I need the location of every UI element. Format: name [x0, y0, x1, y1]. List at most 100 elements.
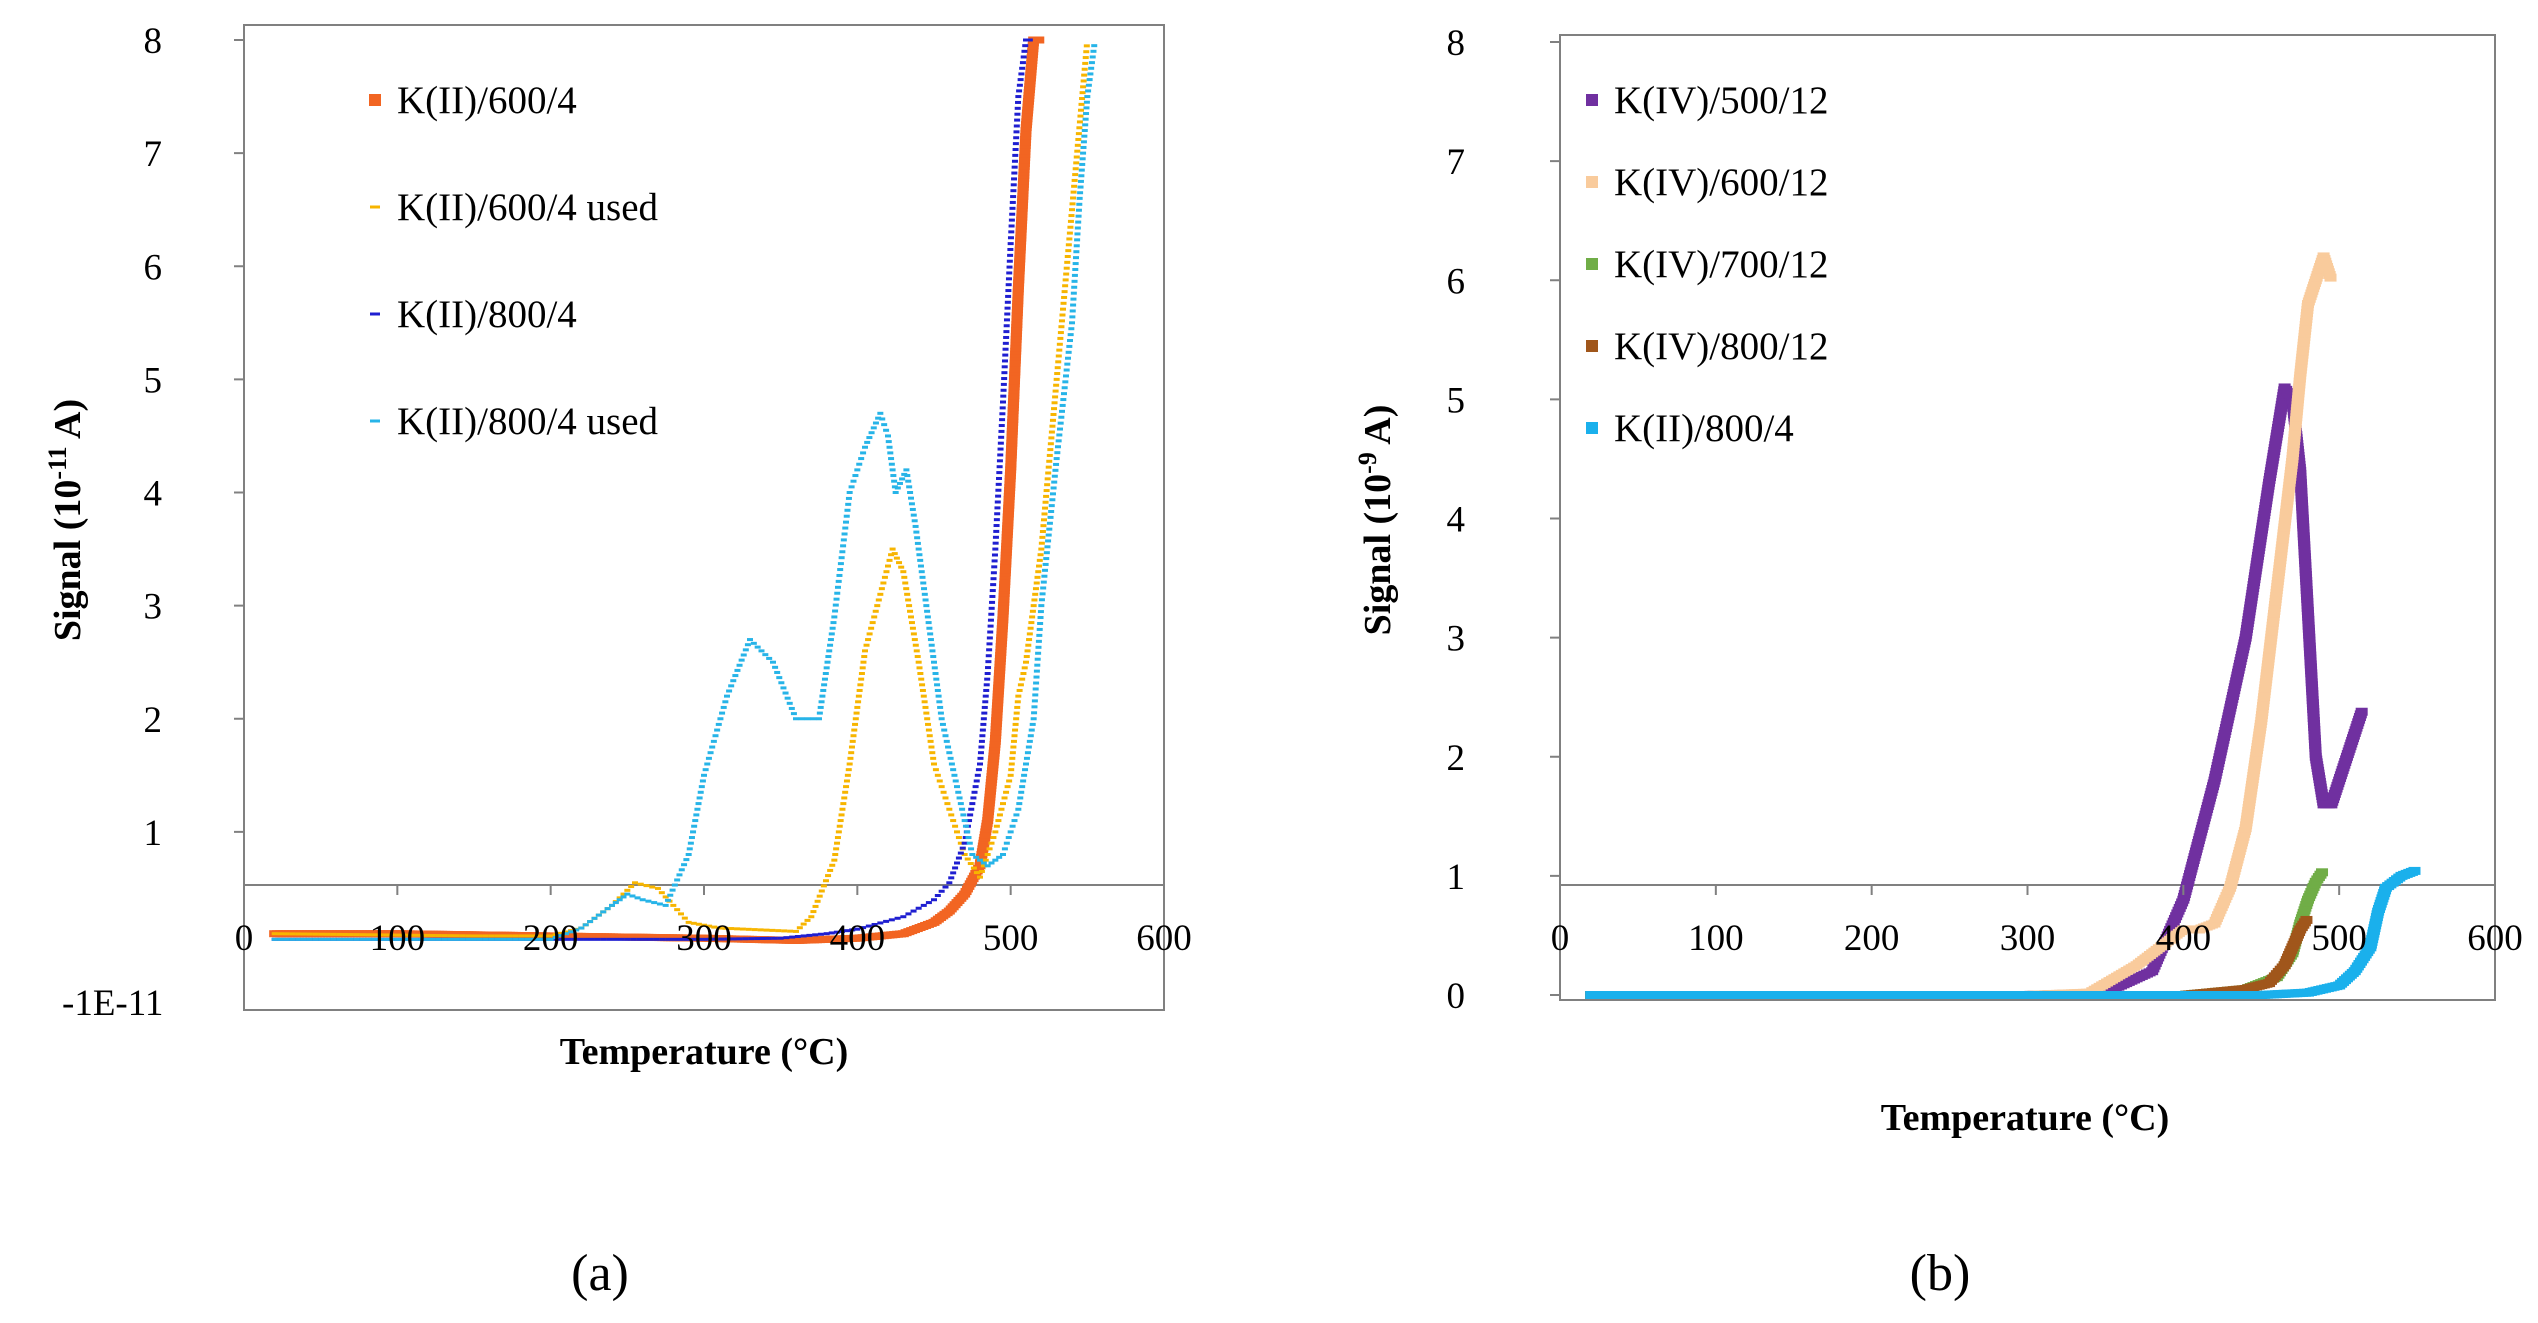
point-a-k-ii-800-4-used-28-2 [1003, 841, 1010, 845]
point-a-k-ii-800-4-used-32-1 [1054, 451, 1061, 455]
point-a-k-ii-600-4-used-19-2 [950, 819, 957, 823]
point-a-k-ii-800-4-used-0-8 [318, 937, 325, 941]
point-a-k-ii-800-4-used-1-7 [512, 937, 519, 941]
point-a-k-ii-800-4-used-35-5 [1088, 66, 1095, 70]
point-a-k-ii-800-4-used-0-29 [441, 937, 448, 941]
point-a-k-ii-800-4-11-2 [977, 751, 984, 755]
point-a-k-ii-800-4-4-1 [783, 936, 790, 940]
point-a-k-ii-800-4-used-1-4 [494, 937, 501, 941]
point-a-k-ii-600-4-used-15-3 [896, 561, 903, 565]
point-a-k-ii-800-4-3-5 [730, 937, 737, 941]
point-a-k-ii-800-4-2-5 [577, 937, 584, 941]
point-a-k-ii-800-4-11-1 [977, 756, 984, 760]
point-a-k-ii-800-4-used-23-12 [932, 672, 939, 675]
point-a-k-ii-600-4-used-23-12 [1014, 705, 1021, 709]
point-a-k-ii-600-4-used-27-24 [1066, 237, 1073, 241]
point-a-k-ii-800-4-used-25-11 [968, 847, 975, 851]
point-a-k-ii-800-4-13-18 [997, 441, 1004, 445]
point-a-k-ii-800-4-used-10-5 [734, 668, 741, 672]
point-a-k-ii-800-4-3-4 [724, 937, 731, 941]
x-tick-label-a-400: 400 [830, 918, 886, 959]
point-a-k-ii-800-4-used-22-1 [913, 530, 920, 534]
point-a-k-ii-800-4-13-1 [992, 541, 999, 545]
point-a-k-ii-800-4-used-33-6 [1071, 285, 1078, 289]
point-a-k-ii-800-4-12-14 [989, 589, 996, 593]
point-a-k-ii-800-4-used-24-3 [942, 734, 949, 738]
point-a-k-ii-600-4-used-19-4 [954, 830, 960, 834]
point-a-k-ii-800-4-used-25-10 [966, 841, 973, 845]
point-a-k-ii-800-4-15-23 [1014, 106, 1021, 110]
point-a-k-ii-800-4-used-33-14 [1074, 238, 1081, 242]
point-a-k-ii-800-4-used-5-2 [634, 896, 641, 900]
point-a-k-ii-600-4-used-13-9 [875, 598, 882, 602]
point-a-k-ii-800-4-used-30-17 [1037, 616, 1044, 620]
point-a-k-ii-600-4-used-16-13 [912, 643, 919, 647]
point-a-k-ii-800-4-6-4 [877, 921, 884, 925]
point-a-k-ii-800-4-13-9 [995, 494, 1002, 498]
point-a-k-ii-800-4-used-21-1 [904, 474, 911, 478]
point-a-k-ii-800-4-used-16-0 [846, 491, 853, 494]
point-a-k-ii-800-4-13-19 [998, 435, 1005, 439]
point-a-k-ii-800-4-used-30-13 [1035, 639, 1042, 643]
point-a-k-ii-600-4-used-28-15 [1076, 120, 1083, 124]
point-a-k-ii-800-4-used-30-6 [1033, 681, 1040, 685]
point-a-k-ii-800-4-used-35-6 [1088, 61, 1095, 65]
point-a-k-ii-600-4-used-26-28 [1053, 383, 1060, 387]
point-a-k-ii-800-4-used-33-9 [1072, 267, 1079, 271]
point-a-k-ii-800-4-15-7 [1009, 200, 1016, 204]
point-a-k-ii-800-4-8-0 [931, 898, 937, 902]
y-tick-label-b-3: 3 [1447, 619, 1466, 660]
point-a-k-ii-800-4-used-32-9 [1059, 403, 1066, 407]
y-tick-label-b-7: 7 [1447, 142, 1466, 183]
point-a-k-ii-800-4-used-21-6 [908, 502, 915, 506]
point-a-k-ii-600-4-used-12-8 [852, 717, 859, 721]
point-a-k-ii-800-4-14-26 [1007, 247, 1014, 251]
point-a-k-ii-600-4-used-13-0 [862, 649, 868, 653]
point-a-k-ii-600-4-used-22-5 [1000, 802, 1006, 806]
point-a-k-ii-800-4-12-2 [985, 660, 992, 664]
point-a-k-ii-800-4-used-21-3 [906, 485, 913, 489]
point-a-k-ii-800-4-used-29-5 [1020, 779, 1027, 783]
point-a-k-ii-800-4-5-3 [839, 929, 845, 933]
point-a-k-ii-600-4-used-1-3 [488, 934, 495, 938]
point-a-k-ii-600-4-used-25-4 [1026, 638, 1033, 642]
point-a-k-ii-600-4-used-23-11 [1013, 711, 1020, 715]
point-a-k-ii-800-4-15-19 [1013, 130, 1020, 134]
point-a-k-ii-800-4-used-21-5 [908, 496, 914, 500]
point-a-k-ii-800-4-13-20 [998, 429, 1005, 433]
legend-label-b-k-ii-800-4: K(II)/800/4 [1614, 407, 1794, 450]
point-a-k-ii-600-4-used-4-4 [624, 888, 631, 892]
point-a-k-ii-800-4-used-33-16 [1074, 226, 1081, 230]
point-a-k-ii-600-4-used-1-10 [529, 934, 536, 938]
point-a-k-ii-800-4-used-34-10 [1080, 140, 1087, 144]
x-tick-label-a-500: 500 [983, 918, 1039, 959]
point-a-k-ii-800-4-used-23-8 [929, 649, 936, 653]
point-a-k-ii-800-4-9-3 [952, 866, 959, 870]
series-marks-b [1585, 252, 2421, 999]
point-a-k-ii-800-4-used-0-17 [371, 937, 378, 941]
point-a-k-ii-800-4-used-33-11 [1073, 256, 1080, 260]
point-a-k-ii-800-4-used-19-1 [885, 440, 892, 444]
point-a-k-ii-600-4-used-0-8 [318, 932, 325, 936]
point-a-k-ii-600-4-used-28-18 [1078, 102, 1085, 106]
point-a-k-ii-600-4-used-17-11 [925, 722, 932, 726]
point-a-k-ii-600-4-used-26-4 [1040, 524, 1047, 528]
point-a-k-ii-800-4-3-7 [742, 937, 749, 941]
point-a-k-ii-800-4-used-32-2 [1055, 445, 1061, 449]
point-a-k-ii-600-4-used-0-25 [418, 933, 425, 937]
x-tick-labels-a: 0 100 200 300 400 500 600 [235, 885, 1192, 959]
point-a-k-ii-800-4-used-25-9 [965, 836, 972, 840]
plot-area-b [1559, 34, 2496, 1001]
point-a-k-ii-600-4-used-25-18 [1036, 558, 1043, 562]
point-a-k-ii-600-4-used-8-4 [739, 927, 746, 931]
point-a-k-ii-600-4-used-0-7 [312, 932, 319, 936]
point-a-k-ii-800-4-used-1-11 [535, 937, 542, 941]
point-a-k-ii-800-4-used-3-2 [587, 920, 594, 924]
point-a-k-ii-800-4-used-15-2 [832, 603, 839, 607]
point-a-k-ii-800-4-14-5 [1001, 371, 1008, 375]
series-a-k-ii-800-4-used [271, 44, 1098, 941]
point-a-k-ii-600-4-used-17-3 [918, 677, 925, 681]
point-a-k-ii-800-4-15-2 [1008, 230, 1015, 234]
point-a-k-ii-800-4-used-32-5 [1057, 427, 1063, 431]
point-a-k-ii-600-4-used-14-7 [888, 553, 895, 557]
